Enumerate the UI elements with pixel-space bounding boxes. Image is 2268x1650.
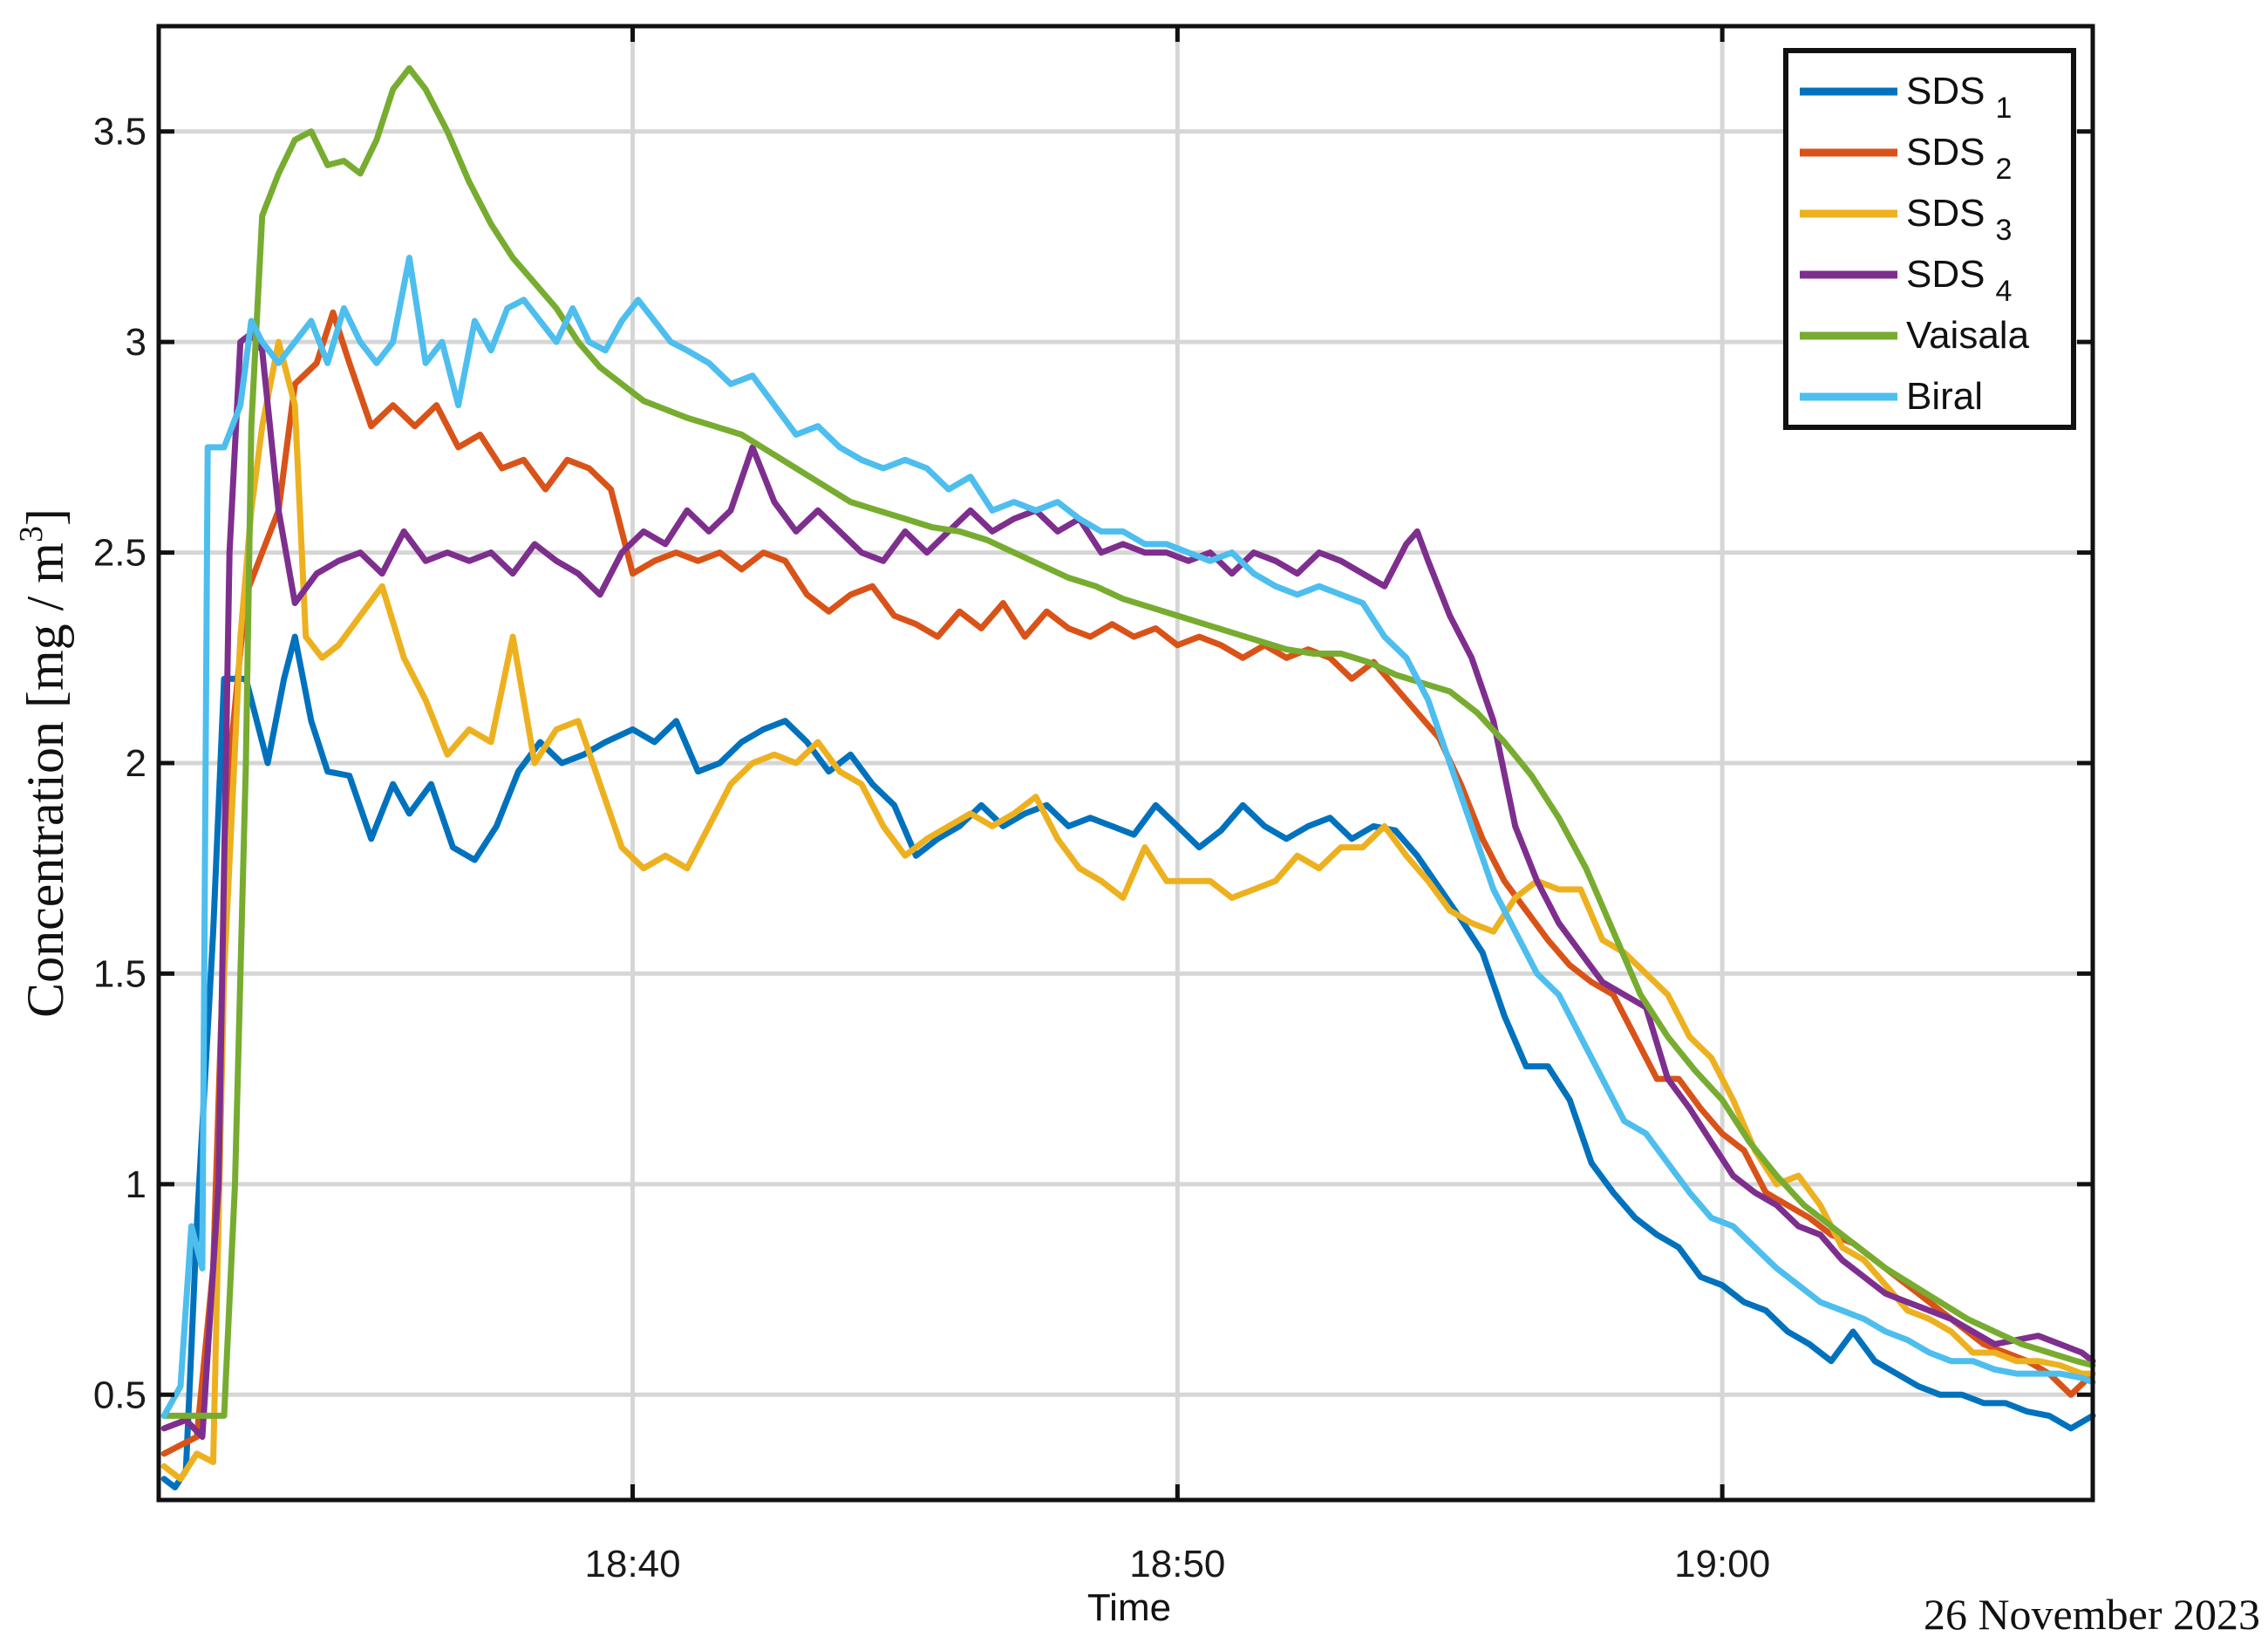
- legend-box: [1783, 48, 2076, 430]
- x-tick-label: 18:50: [1129, 1543, 1225, 1585]
- y-tick-label: 2: [126, 742, 146, 785]
- legend-label-name: SDS: [1906, 253, 1985, 296]
- y-tick-label: 0.5: [93, 1374, 146, 1416]
- y-tick-label: 3.5: [93, 111, 146, 153]
- legend-label-subscript: 4: [1995, 275, 2012, 308]
- axis-ticks: 18:40 18:50 19:00 0.5 1 1.5 2 2.5 3 3.5: [93, 26, 2093, 1585]
- legend-label-sds-4: SDS 4: [1906, 253, 2012, 308]
- series-line-sds-3: [160, 338, 2096, 1483]
- legend-label-sds-2: SDS 2: [1906, 131, 2012, 186]
- legend-label-subscript: 1: [1995, 92, 2012, 125]
- y-axis-label-sup: 3: [13, 526, 50, 542]
- y-tick-label: 1.5: [93, 952, 146, 995]
- x-tick-label: 18:40: [585, 1543, 681, 1585]
- date-label: 26 November 2023: [1924, 1590, 2260, 1639]
- series-line-sds-2: [160, 309, 2096, 1457]
- legend-label-vaisala: Vaisala: [1906, 314, 2030, 357]
- legend-label-sds-3: SDS 3: [1906, 192, 2012, 247]
- y-tick-label: 1: [126, 1163, 146, 1206]
- legend-label-name: Vaisala: [1906, 314, 2030, 357]
- series-lines: [160, 65, 2096, 1490]
- y-axis-label-main: Concentration [mg / m: [17, 542, 74, 1018]
- legend-label-sds-1: SDS 1: [1906, 70, 2012, 125]
- legend-label-name: SDS: [1906, 192, 1985, 235]
- legend-label-name: SDS: [1906, 131, 1985, 174]
- legend-label-name: SDS: [1906, 70, 1985, 112]
- series-line-sds-1: [160, 633, 2096, 1490]
- y-tick-label: 2.5: [93, 532, 146, 575]
- y-axis-label: Concentration [mg / m3]: [13, 508, 74, 1018]
- series-line-vaisala: [160, 65, 2096, 1419]
- legend-label-name: Biral: [1906, 375, 1983, 418]
- legend: SDS 1 SDS 2 SDS 3 SDS 4 Vaisala Biral: [1783, 48, 2076, 430]
- y-tick-label: 3: [126, 321, 146, 364]
- legend-label-subscript: 3: [1995, 214, 2012, 247]
- legend-label-subscript: 2: [1995, 153, 2012, 186]
- series-line-biral: [160, 255, 2096, 1419]
- series-line-sds-4: [160, 331, 2096, 1441]
- grid-lines: [159, 26, 2093, 1500]
- x-axis-label: Time: [1087, 1586, 1171, 1629]
- y-axis-label-close: ]: [17, 508, 74, 526]
- legend-label-biral: Biral: [1906, 375, 1983, 418]
- x-tick-label: 19:00: [1674, 1543, 1770, 1585]
